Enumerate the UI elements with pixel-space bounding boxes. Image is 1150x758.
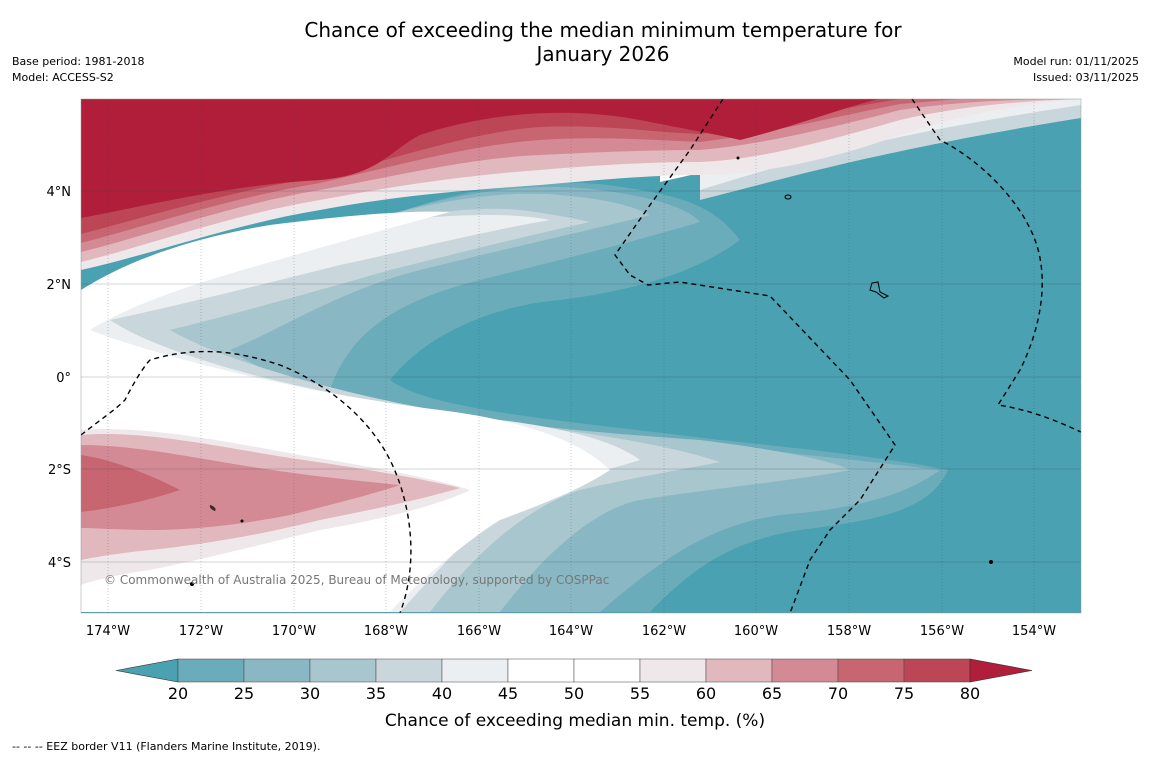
colorbar-cells bbox=[115, 658, 1033, 683]
map-frame bbox=[80, 98, 1082, 614]
colorbar-tick-label: 70 bbox=[828, 684, 848, 703]
colorbar-ticks: 20 25 30 35 40 45 50 55 60 65 70 75 80 bbox=[168, 684, 980, 703]
model-info: Base period: 1981-2018 Model: ACCESS-S2 bbox=[12, 54, 144, 86]
colorbar: 20 25 30 35 40 45 50 55 60 65 70 75 80 C… bbox=[115, 658, 1033, 731]
model-run: Model run: 01/11/2025 bbox=[1013, 55, 1139, 68]
lon-label: 170°W bbox=[272, 624, 316, 639]
lon-label: 164°W bbox=[549, 624, 593, 639]
map-gridlines bbox=[81, 99, 1081, 613]
lon-label: 158°W bbox=[827, 624, 871, 639]
lat-label: 2°S bbox=[48, 463, 71, 478]
base-period: Base period: 1981-2018 bbox=[12, 55, 145, 68]
longitude-labels: 174°W 172°W 170°W 168°W 166°W 164°W 162°… bbox=[86, 624, 1056, 639]
colorbar-tick-label: 30 bbox=[300, 684, 320, 703]
colorbar-cell bbox=[177, 658, 245, 683]
colorbar-cell bbox=[441, 658, 509, 683]
colorbar-tick-label: 50 bbox=[564, 684, 584, 703]
colorbar-tick-label: 45 bbox=[498, 684, 518, 703]
lon-label: 154°W bbox=[1012, 624, 1056, 639]
lat-label: 0° bbox=[56, 371, 71, 386]
lon-label: 168°W bbox=[364, 624, 408, 639]
lon-label: 160°W bbox=[734, 624, 778, 639]
issued-date: Issued: 03/11/2025 bbox=[1032, 71, 1139, 84]
copyright-notice: © Commonwealth of Australia 2025, Bureau… bbox=[104, 573, 609, 587]
map-title: Chance of exceeding the median minimum t… bbox=[0, 18, 1150, 66]
colorbar-tick-label: 20 bbox=[168, 684, 188, 703]
colorbar-tick-label: 55 bbox=[630, 684, 650, 703]
colorbar-tick-label: 80 bbox=[960, 684, 980, 703]
colorbar-title: Chance of exceeding median min. temp. (%… bbox=[385, 711, 765, 731]
probability-contours bbox=[81, 99, 1081, 612]
colorbar-cell bbox=[903, 658, 971, 683]
islands bbox=[190, 156, 993, 586]
run-info: Model run: 01/11/2025 Issued: 03/11/2025 bbox=[1013, 54, 1139, 86]
colorbar-cell bbox=[507, 658, 575, 683]
map-plot-area: © Commonwealth of Australia 2025, Bureau… bbox=[81, 99, 1081, 613]
model-name: Model: ACCESS-S2 bbox=[12, 71, 114, 84]
colorbar-tick-label: 25 bbox=[234, 684, 254, 703]
colorbar-tick-label: 65 bbox=[762, 684, 782, 703]
colorbar-extend-high bbox=[969, 658, 1033, 683]
eez-borders bbox=[81, 99, 1081, 613]
colorbar-tick-label: 40 bbox=[432, 684, 452, 703]
eez-footnote: -- -- -- EEZ border V11 (Flanders Marine… bbox=[12, 740, 321, 753]
colorbar-cell bbox=[639, 658, 707, 683]
lon-label: 172°W bbox=[179, 624, 223, 639]
lon-label: 156°W bbox=[920, 624, 964, 639]
lon-label: 162°W bbox=[642, 624, 686, 639]
lat-label: 2°N bbox=[47, 278, 72, 293]
colorbar-tick-label: 35 bbox=[366, 684, 386, 703]
title-line-1: Chance of exceeding the median minimum t… bbox=[304, 18, 902, 42]
lon-label: 174°W bbox=[86, 624, 130, 639]
colorbar-cell bbox=[309, 658, 377, 683]
lon-label: 166°W bbox=[457, 624, 501, 639]
colorbar-cell bbox=[705, 658, 773, 683]
colorbar-tick-label: 75 bbox=[894, 684, 914, 703]
lat-label: 4°S bbox=[48, 556, 71, 571]
colorbar-cell bbox=[573, 658, 641, 683]
colorbar-cell bbox=[243, 658, 311, 683]
lat-label: 4°N bbox=[47, 185, 72, 200]
colorbar-extend-low bbox=[115, 658, 179, 683]
latitude-labels: 4°N 2°N 0° 2°S 4°S bbox=[47, 185, 72, 571]
colorbar-cell bbox=[771, 658, 839, 683]
title-line-2: January 2026 bbox=[536, 42, 670, 66]
colorbar-tick-label: 60 bbox=[696, 684, 716, 703]
colorbar-cell bbox=[837, 658, 905, 683]
colorbar-cell bbox=[375, 658, 443, 683]
